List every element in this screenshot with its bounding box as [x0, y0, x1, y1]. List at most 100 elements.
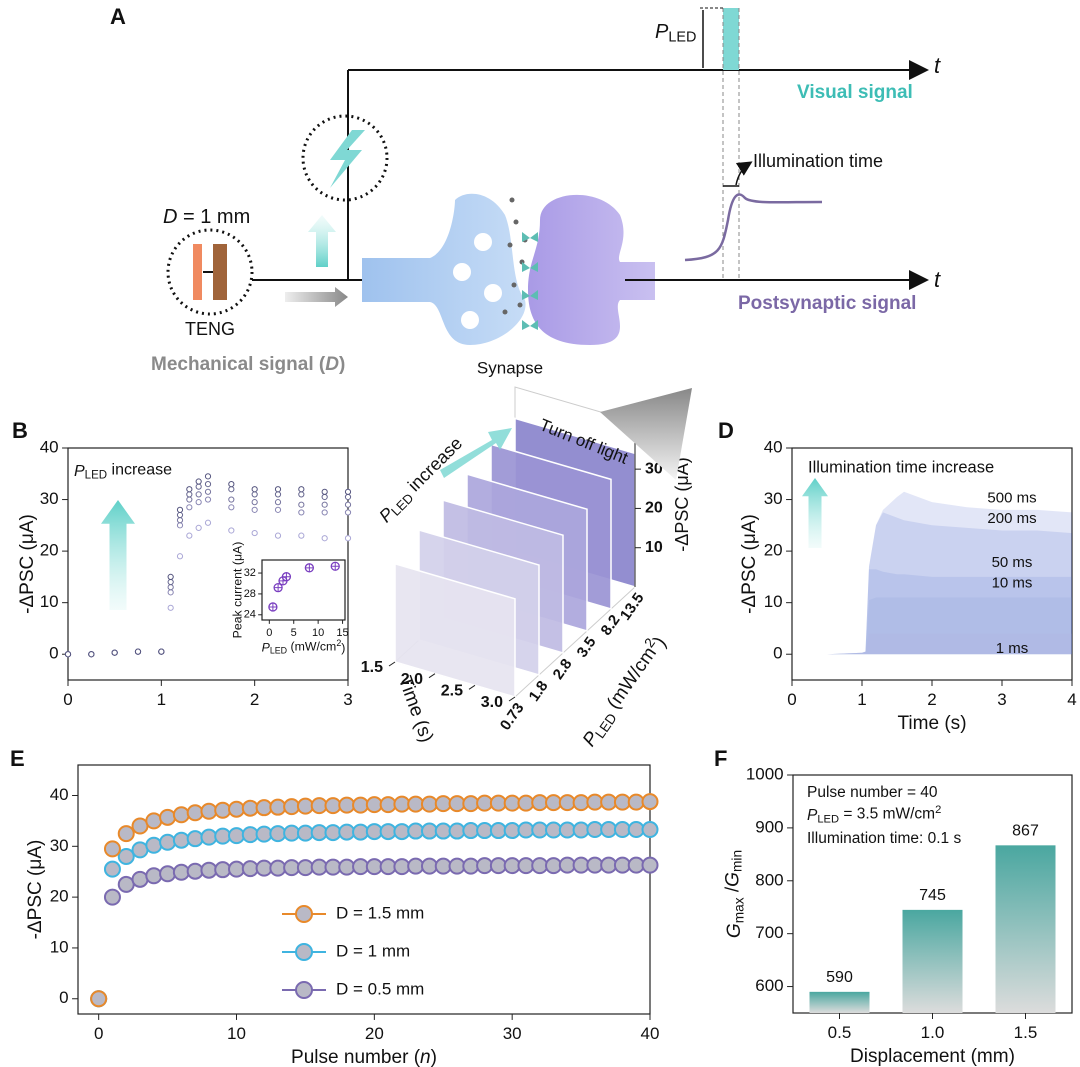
marker: [310, 797, 328, 815]
text-part: Mechanical signal (: [151, 354, 326, 375]
marker: [167, 584, 174, 591]
marker: [228, 504, 235, 511]
x-tick-label: 4: [1067, 690, 1076, 709]
marker: [462, 857, 480, 875]
note: Illumination time: 0.1 s: [807, 830, 961, 847]
y-tick-label: 40: [50, 785, 69, 804]
post-signal: [684, 193, 823, 262]
panel-label: E: [10, 746, 25, 771]
value-label: 590: [826, 969, 853, 986]
marker: [186, 504, 193, 511]
y-tick-label: 0: [59, 988, 68, 1007]
y-tick-label: 28: [244, 588, 256, 600]
marker: [517, 794, 535, 812]
marker: [476, 794, 494, 812]
light-pulse: [723, 8, 739, 70]
text-part: LED: [85, 470, 107, 482]
x-tick: [388, 661, 396, 667]
marker: [572, 856, 590, 874]
marker: [324, 858, 342, 876]
marker: [117, 825, 135, 843]
parameter-label: D = 1 mm: [163, 206, 250, 228]
marker: [186, 862, 204, 880]
marker: [159, 865, 177, 883]
marker: [269, 798, 287, 816]
text-part: = 1 mm: [177, 206, 250, 228]
marker: [131, 841, 149, 859]
marker: [103, 860, 121, 878]
marker: [186, 496, 193, 503]
marker: [531, 794, 549, 812]
curve-label: 1 ms: [996, 640, 1029, 657]
y-tick-label: 20: [40, 541, 59, 560]
marker: [176, 522, 184, 529]
marker: [613, 821, 631, 839]
x-tick-label: 15: [336, 627, 348, 639]
text-part: max: [731, 897, 746, 923]
marker: [462, 795, 480, 813]
area: [792, 512, 1072, 655]
marker: [600, 821, 618, 839]
lightning: [330, 130, 365, 188]
marker: [545, 857, 563, 875]
marker: [131, 870, 149, 888]
x-axis-label: Time (s): [897, 713, 966, 734]
marker: [145, 836, 163, 854]
category-label: 13.5: [617, 590, 648, 624]
z-tick-label: 30: [645, 460, 663, 477]
marker: [503, 857, 521, 875]
value-label: 867: [1012, 823, 1039, 840]
panel-label: B: [12, 418, 28, 443]
marker: [251, 486, 258, 493]
y-tick-label: 0: [49, 644, 58, 663]
marker: [379, 823, 397, 841]
marker: [393, 795, 411, 813]
marker: [365, 796, 383, 814]
signal-label: Mechanical signal (D): [151, 354, 345, 375]
x-tick-label: 1.5: [361, 659, 383, 676]
x-tick-label: 1: [157, 690, 166, 709]
x-tick-label: 1.0: [921, 1023, 945, 1042]
marker: [228, 800, 246, 818]
marker: [407, 857, 425, 875]
marker: [352, 858, 370, 876]
legend-marker: [295, 943, 313, 961]
marker: [296, 824, 314, 842]
marker: [241, 799, 259, 817]
y-axis-label: -ΔPSC (μA): [25, 840, 46, 940]
area: [792, 633, 1072, 655]
y-tick-label: 30: [50, 836, 69, 855]
legend-label: D = 0.5 mm: [336, 979, 424, 998]
marker: [641, 856, 659, 874]
marker: [200, 802, 218, 820]
x-tick-label: 2: [250, 690, 259, 709]
area: [792, 569, 1072, 655]
x-tick-label: 10: [227, 1024, 246, 1043]
marker: [641, 793, 659, 811]
y-tick-label: 20: [764, 541, 783, 560]
y-tick-label: 24: [244, 609, 256, 621]
marker: [274, 499, 282, 506]
marker: [558, 794, 576, 812]
panel-label: F: [714, 746, 727, 771]
plot-frame: [67, 447, 349, 681]
marker: [176, 506, 184, 513]
marker: [324, 797, 342, 815]
marker: [613, 793, 631, 811]
marker: [251, 529, 258, 537]
marker: [204, 519, 212, 526]
marker: [503, 822, 521, 840]
text-part: D: [163, 206, 177, 228]
marker: [228, 860, 246, 878]
marker: [517, 821, 535, 839]
marker: [476, 822, 494, 840]
marker: [255, 859, 273, 877]
text-part: (mW/cm: [287, 640, 336, 654]
marker: [176, 517, 184, 524]
text-part: /: [722, 886, 743, 897]
x-tick-label: 0: [94, 1024, 103, 1043]
marker: [298, 501, 305, 508]
marker: [489, 794, 507, 812]
trend-arrow: [101, 500, 135, 610]
